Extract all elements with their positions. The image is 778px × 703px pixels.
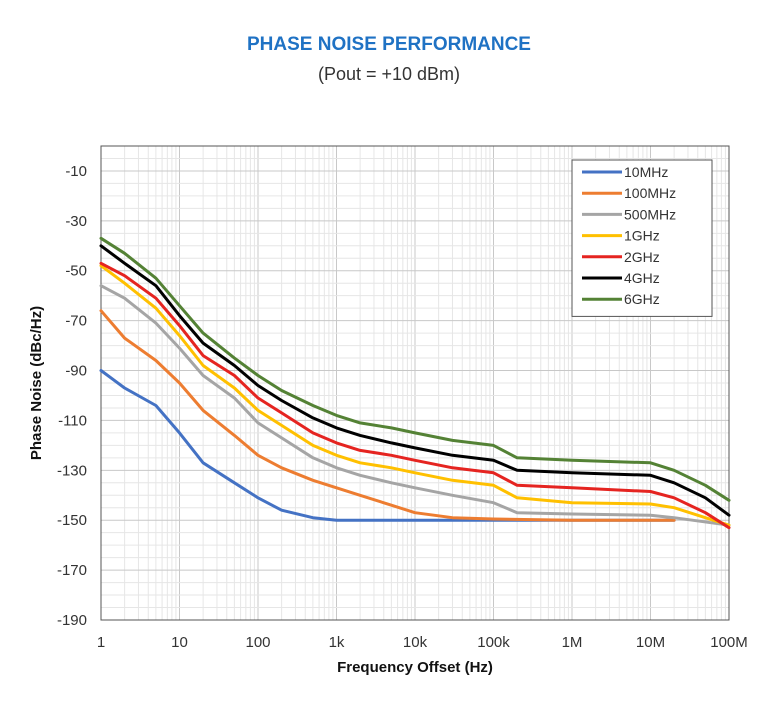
- chart-subtitle: (Pout = +10 dBm): [317, 64, 461, 84]
- legend-label: 100MHz: [624, 185, 676, 201]
- legend-label: 4GHz: [624, 270, 660, 286]
- x-axis-label: Frequency Offset (Hz): [337, 659, 493, 676]
- y-tick-label: -10: [65, 163, 87, 180]
- legend-label: 6GHz: [624, 291, 660, 307]
- y-axis-label: Phase Noise (dBc/Hz): [28, 306, 45, 460]
- series-line-4ghz: [99, 244, 731, 517]
- y-tick-label: -130: [57, 462, 87, 479]
- series-line-1ghz: [99, 264, 731, 527]
- x-tick-label: 10k: [403, 634, 428, 651]
- legend-label: 2GHz: [624, 249, 660, 265]
- series-line-6ghz: [99, 236, 731, 502]
- x-tick-label: 10M: [636, 634, 665, 651]
- y-tick-label: -30: [65, 213, 87, 230]
- legend-label: 10MHz: [624, 164, 668, 180]
- series-line-2ghz: [99, 261, 731, 530]
- y-tick-label: -170: [57, 562, 87, 579]
- legend-label: 1GHz: [624, 228, 660, 244]
- y-tick-label: -50: [65, 263, 87, 280]
- x-tick-label: 100: [245, 634, 270, 651]
- y-tick-label: -70: [65, 313, 87, 330]
- chart-title: PHASE NOISE PERFORMANCE: [247, 34, 531, 55]
- y-tick-label: -110: [58, 412, 87, 429]
- x-tick-label: 100M: [710, 634, 748, 651]
- x-tick-label: 1M: [562, 634, 583, 651]
- x-tick-label: 100k: [477, 634, 510, 651]
- x-tick-label: 1k: [329, 634, 345, 651]
- y-tick-label: -190: [57, 612, 87, 629]
- plot-frame: [100, 145, 730, 621]
- legend-label: 500MHz: [624, 206, 676, 222]
- series-lines: [99, 236, 731, 530]
- series-line-100mhz: [99, 309, 676, 522]
- legend-box: [571, 159, 713, 317]
- tick-labels: -10 -30 -50 -70 -90 -110 -130 -150 -170 -190 1 10 10…: [57, 163, 748, 651]
- y-tick-label: -150: [57, 512, 87, 529]
- y-tick-label: -90: [65, 363, 87, 380]
- legend: 10MHz 100MHz 500MHz 1GHz 2GHz 4GHz 6GHz: [571, 159, 713, 317]
- series-line-500mhz: [99, 284, 731, 527]
- x-tick-label: 1: [97, 634, 105, 651]
- x-tick-label: 10: [171, 634, 188, 651]
